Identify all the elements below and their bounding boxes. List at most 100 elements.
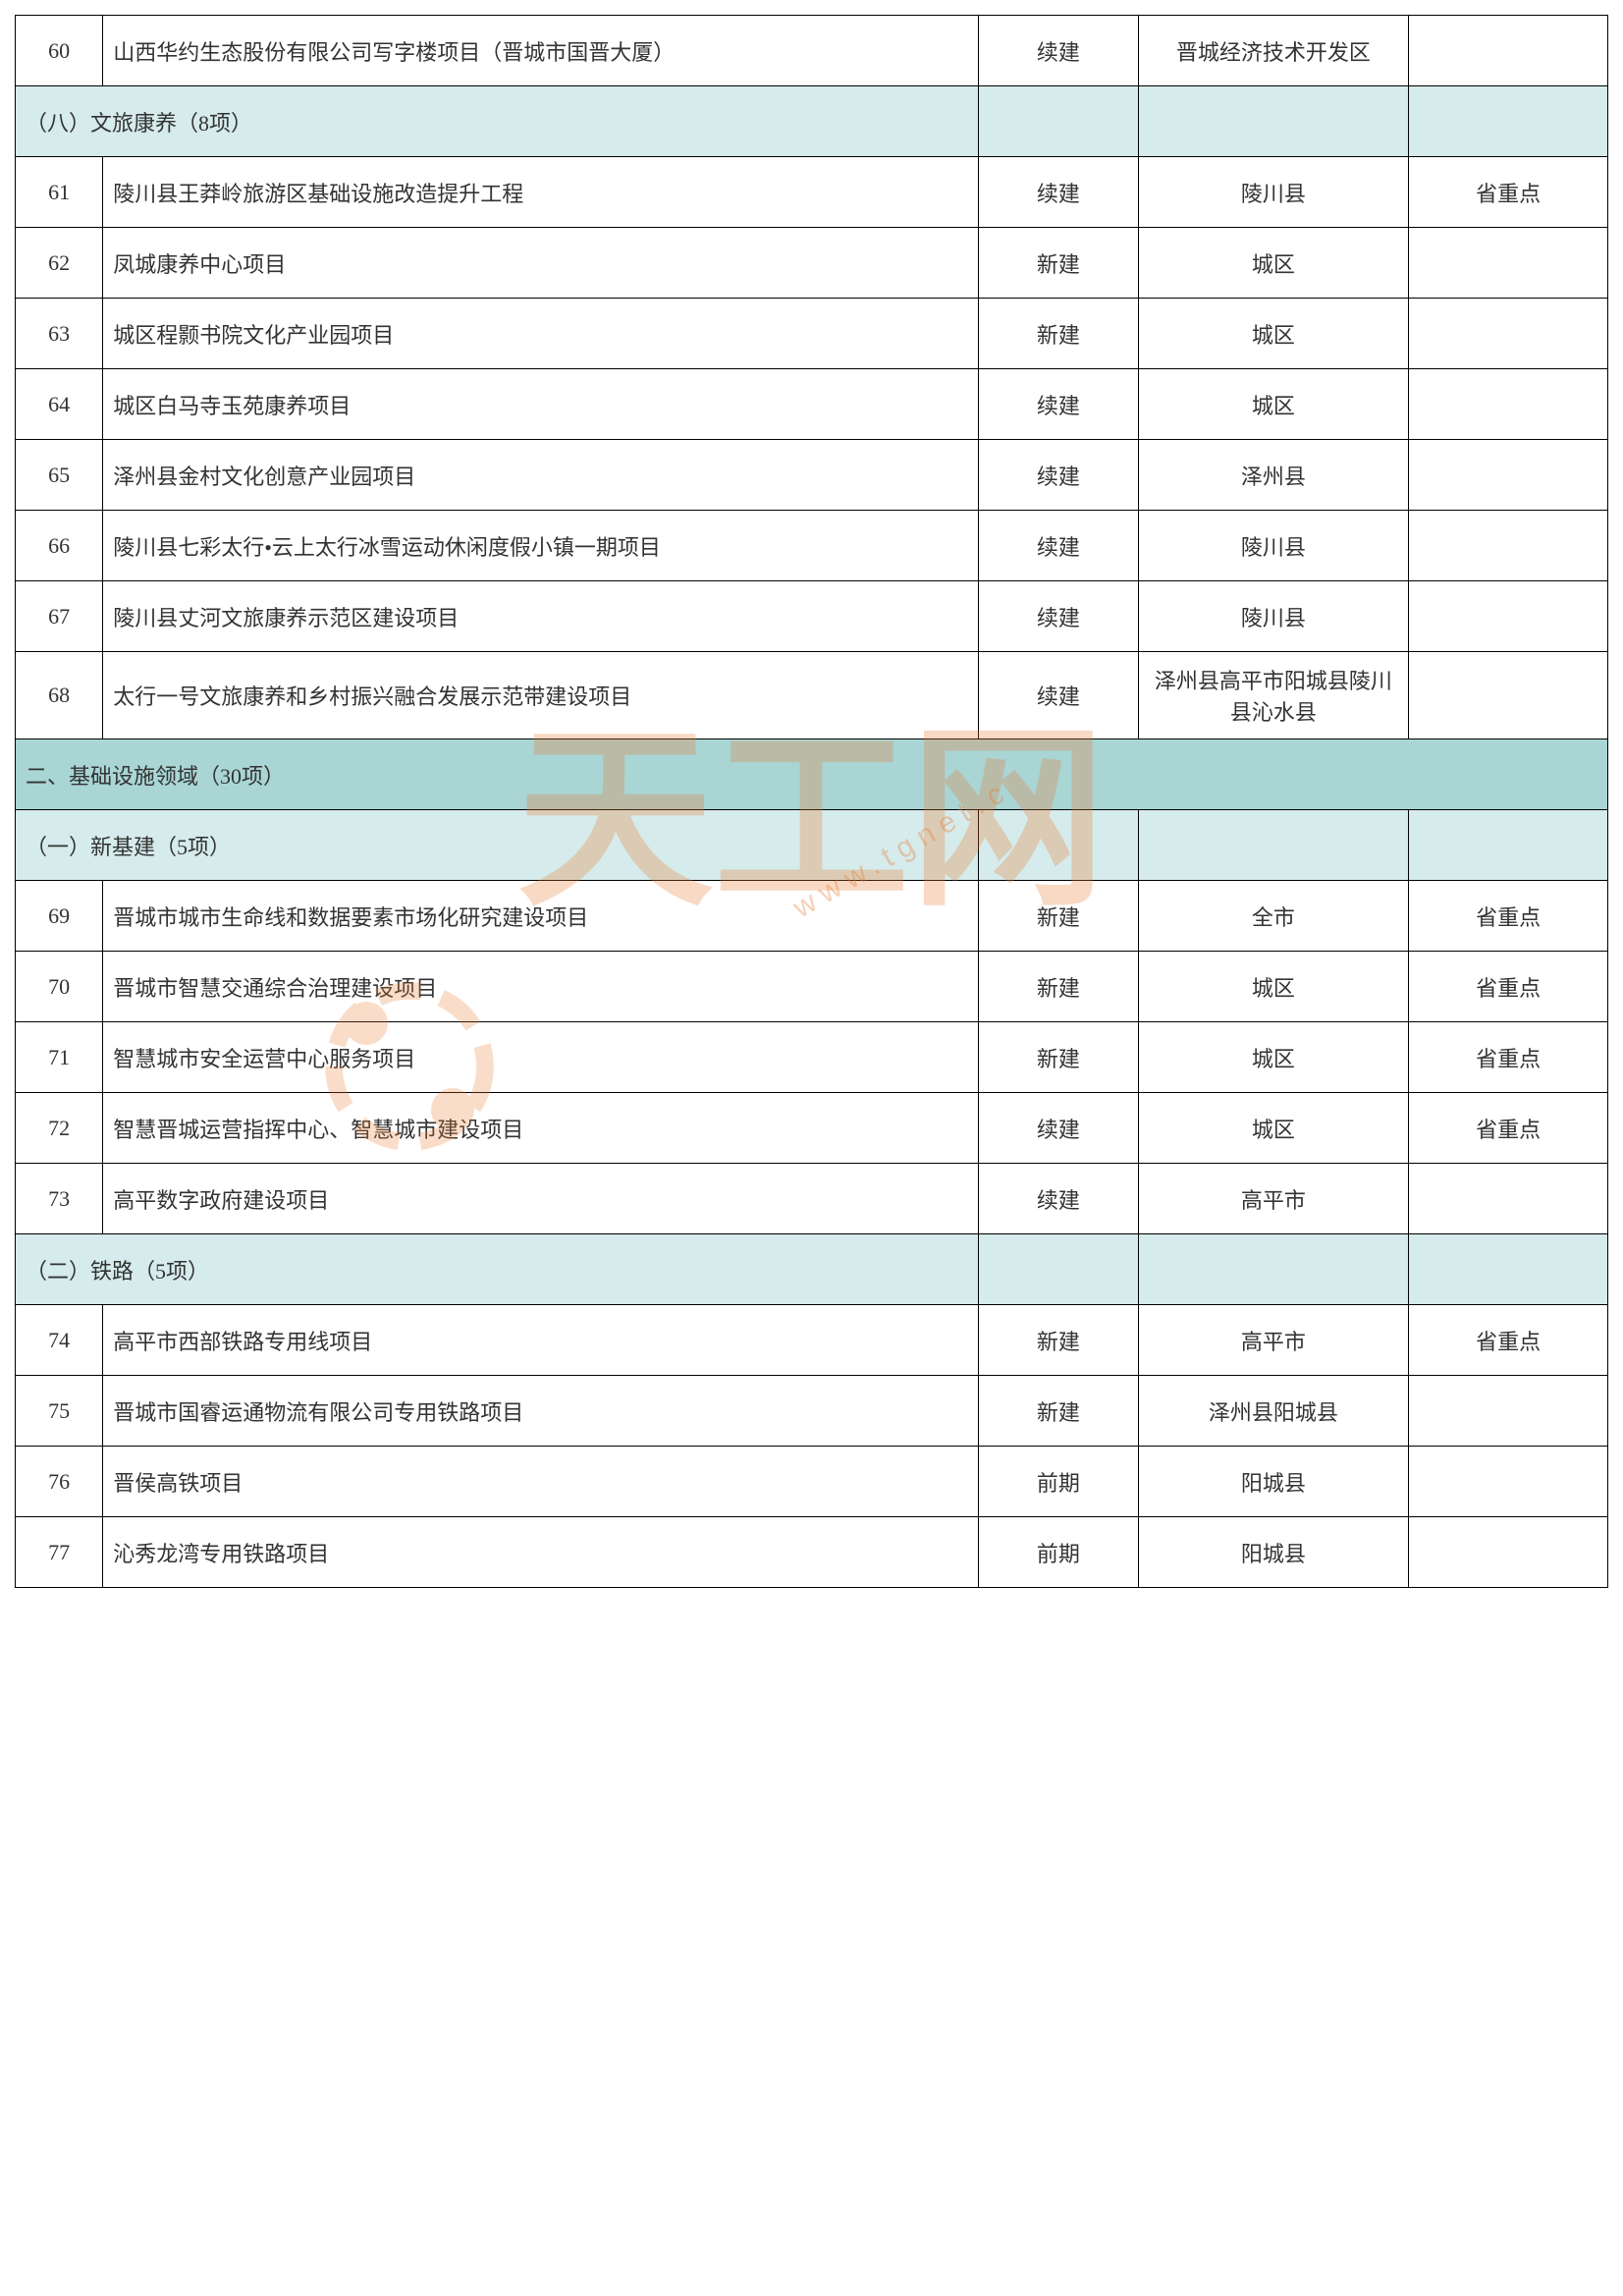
project-name: 凤城康养中心项目 (103, 228, 979, 299)
section-empty-cell (1138, 810, 1409, 881)
project-status: 新建 (979, 1022, 1138, 1093)
section-empty-cell (1409, 86, 1608, 157)
project-region: 城区 (1138, 369, 1409, 440)
row-number: 77 (16, 1517, 103, 1588)
table-row: 68太行一号文旅康养和乡村振兴融合发展示范带建设项目续建泽州县高平市阳城县陵川县… (16, 652, 1608, 739)
table-row: 61陵川县王莽岭旅游区基础设施改造提升工程续建陵川县省重点 (16, 157, 1608, 228)
project-name: 陵川县王莽岭旅游区基础设施改造提升工程 (103, 157, 979, 228)
project-region: 泽州县阳城县 (1138, 1376, 1409, 1447)
table-row: 66陵川县七彩太行•云上太行冰雪运动休闲度假小镇一期项目续建陵川县 (16, 511, 1608, 581)
project-name: 晋城市智慧交通综合治理建设项目 (103, 952, 979, 1022)
project-note (1409, 228, 1608, 299)
project-name: 城区白马寺玉苑康养项目 (103, 369, 979, 440)
table-row: 69晋城市城市生命线和数据要素市场化研究建设项目新建全市省重点 (16, 881, 1608, 952)
project-region: 陵川县 (1138, 157, 1409, 228)
row-number: 71 (16, 1022, 103, 1093)
row-number: 63 (16, 299, 103, 369)
project-note (1409, 440, 1608, 511)
section-title: （一）新基建（5项） (16, 810, 979, 881)
table-row: 74高平市西部铁路专用线项目新建高平市省重点 (16, 1305, 1608, 1376)
project-note (1409, 16, 1608, 86)
project-region: 陵川县 (1138, 511, 1409, 581)
project-name: 太行一号文旅康养和乡村振兴融合发展示范带建设项目 (103, 652, 979, 739)
row-number: 73 (16, 1164, 103, 1234)
project-region: 城区 (1138, 1093, 1409, 1164)
table-row: 63城区程颢书院文化产业园项目新建城区 (16, 299, 1608, 369)
section-empty-cell (979, 86, 1138, 157)
project-region: 城区 (1138, 1022, 1409, 1093)
project-name: 城区程颢书院文化产业园项目 (103, 299, 979, 369)
project-note (1409, 652, 1608, 739)
table-row: 70晋城市智慧交通综合治理建设项目新建城区省重点 (16, 952, 1608, 1022)
project-name: 沁秀龙湾专用铁路项目 (103, 1517, 979, 1588)
row-number: 76 (16, 1447, 103, 1517)
table-row: 二、基础设施领域（30项） (16, 739, 1608, 810)
table-body: 60山西华约生态股份有限公司写字楼项目（晋城市国晋大厦）续建晋城经济技术开发区（… (16, 16, 1608, 1588)
project-status: 续建 (979, 1093, 1138, 1164)
row-number: 61 (16, 157, 103, 228)
table-row: 65泽州县金村文化创意产业园项目续建泽州县 (16, 440, 1608, 511)
project-note: 省重点 (1409, 881, 1608, 952)
project-status: 新建 (979, 881, 1138, 952)
project-region: 阳城县 (1138, 1517, 1409, 1588)
project-name: 陵川县丈河文旅康养示范区建设项目 (103, 581, 979, 652)
project-region: 城区 (1138, 228, 1409, 299)
project-region: 高平市 (1138, 1164, 1409, 1234)
project-note (1409, 299, 1608, 369)
project-region: 全市 (1138, 881, 1409, 952)
project-note (1409, 1447, 1608, 1517)
row-number: 66 (16, 511, 103, 581)
project-status: 续建 (979, 440, 1138, 511)
project-status: 新建 (979, 952, 1138, 1022)
section-empty-cell (979, 810, 1138, 881)
project-status: 前期 (979, 1517, 1138, 1588)
table-row: 71智慧城市安全运营中心服务项目新建城区省重点 (16, 1022, 1608, 1093)
row-number: 74 (16, 1305, 103, 1376)
row-number: 69 (16, 881, 103, 952)
row-number: 65 (16, 440, 103, 511)
project-status: 续建 (979, 369, 1138, 440)
project-name: 高平市西部铁路专用线项目 (103, 1305, 979, 1376)
row-number: 62 (16, 228, 103, 299)
project-name: 智慧城市安全运营中心服务项目 (103, 1022, 979, 1093)
project-status: 续建 (979, 16, 1138, 86)
section-title: 二、基础设施领域（30项） (16, 739, 1608, 810)
project-status: 新建 (979, 1376, 1138, 1447)
section-empty-cell (1138, 1234, 1409, 1305)
table-row: 62凤城康养中心项目新建城区 (16, 228, 1608, 299)
project-status: 续建 (979, 511, 1138, 581)
project-name: 高平数字政府建设项目 (103, 1164, 979, 1234)
project-name: 晋侯高铁项目 (103, 1447, 979, 1517)
row-number: 60 (16, 16, 103, 86)
project-region: 高平市 (1138, 1305, 1409, 1376)
row-number: 68 (16, 652, 103, 739)
project-name: 晋城市国睿运通物流有限公司专用铁路项目 (103, 1376, 979, 1447)
project-note: 省重点 (1409, 1022, 1608, 1093)
project-note (1409, 511, 1608, 581)
table-row: 72智慧晋城运营指挥中心、智慧城市建设项目续建城区省重点 (16, 1093, 1608, 1164)
page-container: 天工网 www.tgnet.c 60山西华约生态股份有限公司写字楼项目（晋城市国… (15, 15, 1608, 1588)
table-row: 77沁秀龙湾专用铁路项目前期阳城县 (16, 1517, 1608, 1588)
project-status: 续建 (979, 1164, 1138, 1234)
row-number: 64 (16, 369, 103, 440)
project-note: 省重点 (1409, 1093, 1608, 1164)
project-region: 泽州县高平市阳城县陵川县沁水县 (1138, 652, 1409, 739)
table-row: 75晋城市国睿运通物流有限公司专用铁路项目新建泽州县阳城县 (16, 1376, 1608, 1447)
project-region: 城区 (1138, 952, 1409, 1022)
project-table: 60山西华约生态股份有限公司写字楼项目（晋城市国晋大厦）续建晋城经济技术开发区（… (15, 15, 1608, 1588)
section-empty-cell (1138, 86, 1409, 157)
row-number: 70 (16, 952, 103, 1022)
project-status: 新建 (979, 1305, 1138, 1376)
table-row: 67陵川县丈河文旅康养示范区建设项目续建陵川县 (16, 581, 1608, 652)
table-row: 64城区白马寺玉苑康养项目续建城区 (16, 369, 1608, 440)
project-note: 省重点 (1409, 952, 1608, 1022)
project-note (1409, 1517, 1608, 1588)
project-note: 省重点 (1409, 157, 1608, 228)
project-note (1409, 1164, 1608, 1234)
section-empty-cell (979, 1234, 1138, 1305)
project-note (1409, 369, 1608, 440)
project-name: 陵川县七彩太行•云上太行冰雪运动休闲度假小镇一期项目 (103, 511, 979, 581)
project-name: 山西华约生态股份有限公司写字楼项目（晋城市国晋大厦） (103, 16, 979, 86)
project-region: 泽州县 (1138, 440, 1409, 511)
row-number: 72 (16, 1093, 103, 1164)
